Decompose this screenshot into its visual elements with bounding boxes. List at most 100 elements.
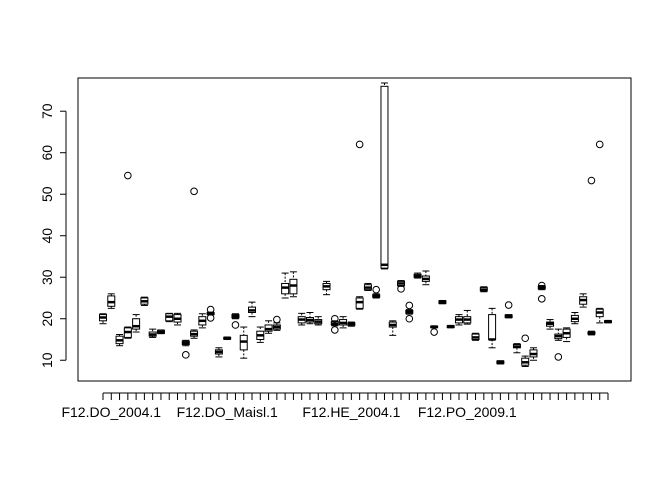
- box-group: [430, 325, 439, 336]
- outlier-point: [231, 321, 240, 329]
- y-tick-label: 10: [39, 352, 55, 368]
- box-group: [504, 301, 513, 319]
- outlier-point: [537, 295, 546, 303]
- box-group: [264, 320, 273, 334]
- box-group: [223, 336, 232, 340]
- box-group: [421, 270, 430, 286]
- box-group: [363, 282, 372, 292]
- box: [380, 85, 389, 269]
- box-group: [463, 309, 472, 325]
- outlier-point: [405, 314, 414, 323]
- box-group: [198, 313, 207, 329]
- box: [488, 314, 497, 340]
- box-group: [380, 82, 389, 270]
- box-group: [99, 313, 107, 325]
- box-group: [595, 140, 604, 324]
- boxes: [99, 82, 612, 367]
- box-group: [148, 328, 157, 338]
- box-group: [190, 187, 199, 339]
- y-tick-label: 60: [39, 145, 55, 161]
- box-group: [173, 312, 182, 326]
- box-group: [115, 334, 124, 347]
- box-group: [322, 280, 331, 296]
- box-group: [339, 316, 348, 329]
- outlier-point: [206, 314, 215, 322]
- outlier-point: [405, 301, 414, 310]
- box-group: [438, 299, 447, 305]
- box-group: [413, 272, 422, 279]
- box-group: [206, 305, 215, 322]
- outlier-point: [190, 187, 198, 196]
- x-tick-label: F12.DO_2004.1: [61, 404, 161, 420]
- box-group: [355, 140, 364, 310]
- box-group: [140, 296, 149, 306]
- outlier-point: [331, 326, 339, 334]
- y-axis: 10 20 30 40 50 60 70: [39, 103, 67, 368]
- outlier-point: [355, 140, 364, 149]
- box-group: [388, 320, 397, 336]
- outlier-point: [273, 315, 281, 324]
- x-tick-label: F12.PO_2009.1: [418, 404, 517, 420]
- box-group: [314, 316, 323, 326]
- box-group: [372, 285, 381, 299]
- box-group: [496, 360, 505, 365]
- y-tick-label: 20: [39, 311, 55, 327]
- outlier-point: [504, 301, 513, 309]
- box-group: [471, 332, 480, 341]
- box-group: [479, 286, 488, 293]
- box-group: [330, 314, 339, 334]
- box-group: [546, 319, 555, 330]
- box-group: [132, 314, 141, 333]
- box-group: [397, 280, 406, 293]
- box-group: [214, 347, 223, 358]
- y-tick-label: 40: [39, 228, 55, 244]
- box-group: [239, 326, 248, 359]
- outlier-point: [397, 285, 405, 293]
- x-tick-label: F12.DO_Maisl.1: [177, 404, 278, 420]
- box-group: [587, 176, 596, 336]
- box-group: [156, 329, 165, 335]
- plot-frame: [77, 77, 632, 382]
- outlier-point: [124, 171, 132, 180]
- box-group: [488, 307, 497, 349]
- y-tick-label: 30: [39, 269, 55, 285]
- outlier-point: [206, 305, 215, 314]
- box-group: [231, 313, 240, 329]
- box-group: [181, 339, 190, 359]
- box-group: [579, 293, 588, 308]
- outlier-point: [587, 176, 596, 185]
- box-group: [454, 314, 463, 326]
- outlier-point: [595, 140, 604, 149]
- box-group: [570, 312, 579, 325]
- outlier-point: [181, 351, 190, 359]
- box-group: [512, 343, 521, 354]
- x-axis: F12.DO_2004.1 F12.DO_Maisl.1 F12.HE_2004.1…: [61, 392, 609, 420]
- outlier-point: [537, 281, 546, 290]
- box-group: [537, 281, 546, 303]
- outlier-point: [430, 328, 438, 336]
- box-group: [305, 312, 314, 325]
- box-group: [347, 321, 356, 327]
- x-tick-label: F12.HE_2004.1: [302, 404, 400, 420]
- box-group: [123, 171, 132, 339]
- box-group: [165, 312, 174, 323]
- box-group: [107, 293, 116, 309]
- box-group: [529, 347, 538, 361]
- box-group: [272, 315, 281, 331]
- box-group: [281, 272, 290, 299]
- box-group: [405, 301, 414, 323]
- box-group: [562, 327, 571, 343]
- box-group: [248, 301, 257, 318]
- outlier-point: [372, 285, 380, 294]
- box-group: [256, 326, 265, 343]
- box-group: [521, 334, 530, 367]
- y-tick-label: 50: [39, 186, 55, 202]
- box-group: [446, 324, 455, 329]
- outlier-point: [521, 334, 530, 343]
- box-group: [289, 271, 298, 298]
- box-group: [604, 319, 612, 324]
- outlier-point: [554, 353, 563, 361]
- y-tick-label: 70: [39, 103, 55, 119]
- box-group: [297, 312, 306, 326]
